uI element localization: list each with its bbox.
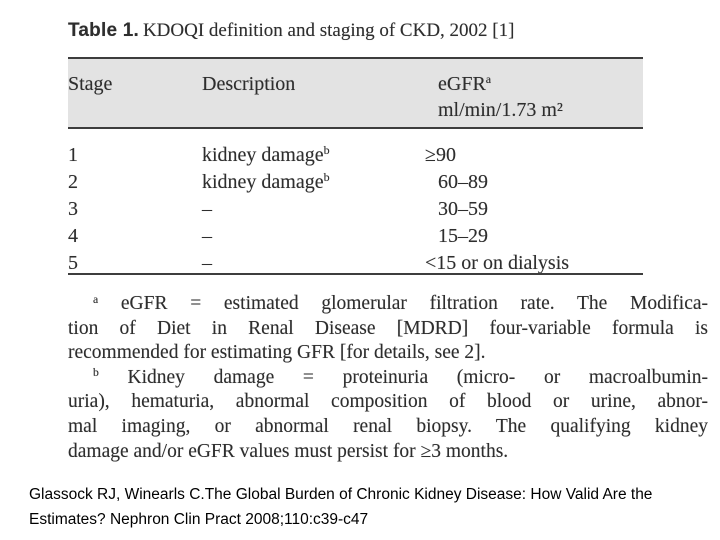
footnote-line: recommended for estimating GFR [for deta… bbox=[68, 342, 486, 364]
egfr-superscript-a: a bbox=[485, 72, 492, 87]
citation-line-2: Estimates? Nephron Clin Pract 2008;110:c… bbox=[29, 511, 369, 528]
cell-stage: 3 bbox=[68, 198, 78, 220]
cell-egfr: 60–89 bbox=[438, 171, 488, 193]
cell-description: kidney damageb bbox=[202, 143, 330, 166]
column-header-stage: Stage bbox=[68, 73, 113, 95]
footnote-line: damage and/or eGFR values must persist f… bbox=[68, 440, 509, 462]
footnote-line: uria), hematuria, abnormal composition o… bbox=[68, 391, 708, 413]
cell-stage: 2 bbox=[68, 171, 78, 193]
table-row: 3 – 30–59 bbox=[68, 196, 643, 223]
table-footnotes: a eGFR = estimated glomerular filtration… bbox=[68, 292, 708, 464]
footnote-line: a eGFR = estimated glomerular filtration… bbox=[93, 292, 708, 314]
table-row: 5 – <15 or on dialysis bbox=[68, 250, 643, 277]
cell-stage: 5 bbox=[68, 252, 78, 274]
column-header-description: Description bbox=[202, 73, 296, 95]
cell-description: – bbox=[202, 252, 212, 274]
cell-egfr: 30–59 bbox=[438, 198, 488, 220]
table-body: 1 kidney damageb ≥90 2 kidney damageb 60… bbox=[68, 129, 643, 277]
footnote-line: mal imaging, or abnormal renal biopsy. T… bbox=[68, 415, 708, 437]
table-title-text: KDOQI definition and staging of CKD, 200… bbox=[142, 20, 515, 41]
cell-description: – bbox=[202, 225, 212, 247]
table-row: 2 kidney damageb 60–89 bbox=[68, 169, 643, 196]
cell-egfr: ≥90 bbox=[425, 144, 456, 166]
cell-stage: 4 bbox=[68, 225, 78, 247]
table-rule-top bbox=[68, 57, 643, 59]
table-header-row: Stage Description eGFRa ml/min/1.73 m² bbox=[68, 59, 643, 127]
damage-superscript-b: b bbox=[323, 143, 330, 158]
table-rule-bottom bbox=[68, 273, 643, 275]
cell-description: kidney damageb bbox=[202, 170, 330, 193]
table-row: 1 kidney damageb ≥90 bbox=[68, 142, 643, 169]
table-row: 4 – 15–29 bbox=[68, 223, 643, 250]
cell-egfr: <15 or on dialysis bbox=[425, 252, 570, 274]
footnote-superscript-b: b bbox=[93, 366, 99, 380]
column-header-egfr-name: eGFRa bbox=[438, 72, 492, 95]
cell-stage: 1 bbox=[68, 144, 78, 166]
table-title: Table 1. KDOQI definition and staging of … bbox=[68, 19, 514, 43]
cell-description: – bbox=[202, 198, 212, 220]
footnote-superscript-a: a bbox=[93, 292, 99, 306]
table-title-label: Table 1. bbox=[68, 20, 139, 41]
footnote-line: tion of Diet in Renal Disease [MDRD] fou… bbox=[68, 317, 708, 339]
footnote-line: b Kidney damage = proteinuria (micro- or… bbox=[93, 366, 708, 388]
citation: Glassock RJ, Winearls C.The Global Burde… bbox=[29, 482, 709, 532]
scanned-table-figure: Table 1. KDOQI definition and staging of … bbox=[68, 0, 708, 470]
table-rule-under-header bbox=[68, 127, 643, 129]
column-header-egfr: eGFRa ml/min/1.73 m² bbox=[425, 71, 643, 127]
citation-line-1: Glassock RJ, Winearls C.The Global Burde… bbox=[29, 486, 653, 503]
cell-egfr: 15–29 bbox=[438, 225, 488, 247]
damage-superscript-b: b bbox=[323, 170, 330, 185]
column-header-egfr-units: ml/min/1.73 m² bbox=[438, 99, 563, 121]
